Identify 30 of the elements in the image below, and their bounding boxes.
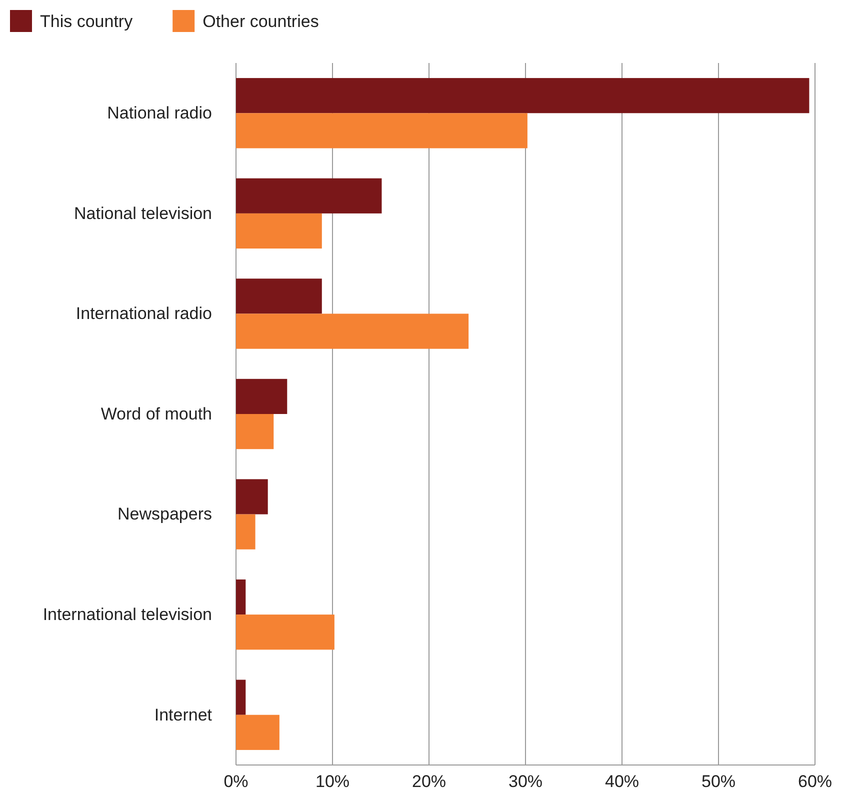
y-tick-label: National radio <box>107 104 212 123</box>
y-tick-label: Internet <box>154 705 212 724</box>
y-tick-label: Newspapers <box>118 504 212 524</box>
x-tick-label: 0% <box>224 772 248 792</box>
bar <box>236 714 280 750</box>
x-tick-label: 10% <box>315 772 350 792</box>
bar <box>236 514 256 550</box>
bar <box>236 213 322 249</box>
bar <box>236 414 274 450</box>
legend-label: This country <box>40 12 134 31</box>
bar <box>236 479 268 514</box>
bar <box>236 278 322 314</box>
bar <box>236 314 469 349</box>
bar <box>236 680 246 715</box>
y-tick-label: International television <box>42 605 212 624</box>
bar <box>236 614 334 650</box>
x-tick-label: 60% <box>798 772 832 792</box>
bar <box>236 579 246 615</box>
bar <box>236 78 810 114</box>
bar <box>236 178 382 214</box>
y-tick-label: Word of mouth <box>100 404 212 424</box>
legend-label: Other countries <box>202 12 319 31</box>
x-tick-label: 40% <box>604 772 640 792</box>
y-tick-label: National television <box>74 204 212 223</box>
y-tick-label: International radio <box>76 304 212 324</box>
x-tick-label: 50% <box>701 772 736 792</box>
x-tick-label: 20% <box>412 772 446 792</box>
bar <box>236 378 288 414</box>
bar <box>236 113 528 148</box>
x-tick-label: 30% <box>508 772 543 792</box>
